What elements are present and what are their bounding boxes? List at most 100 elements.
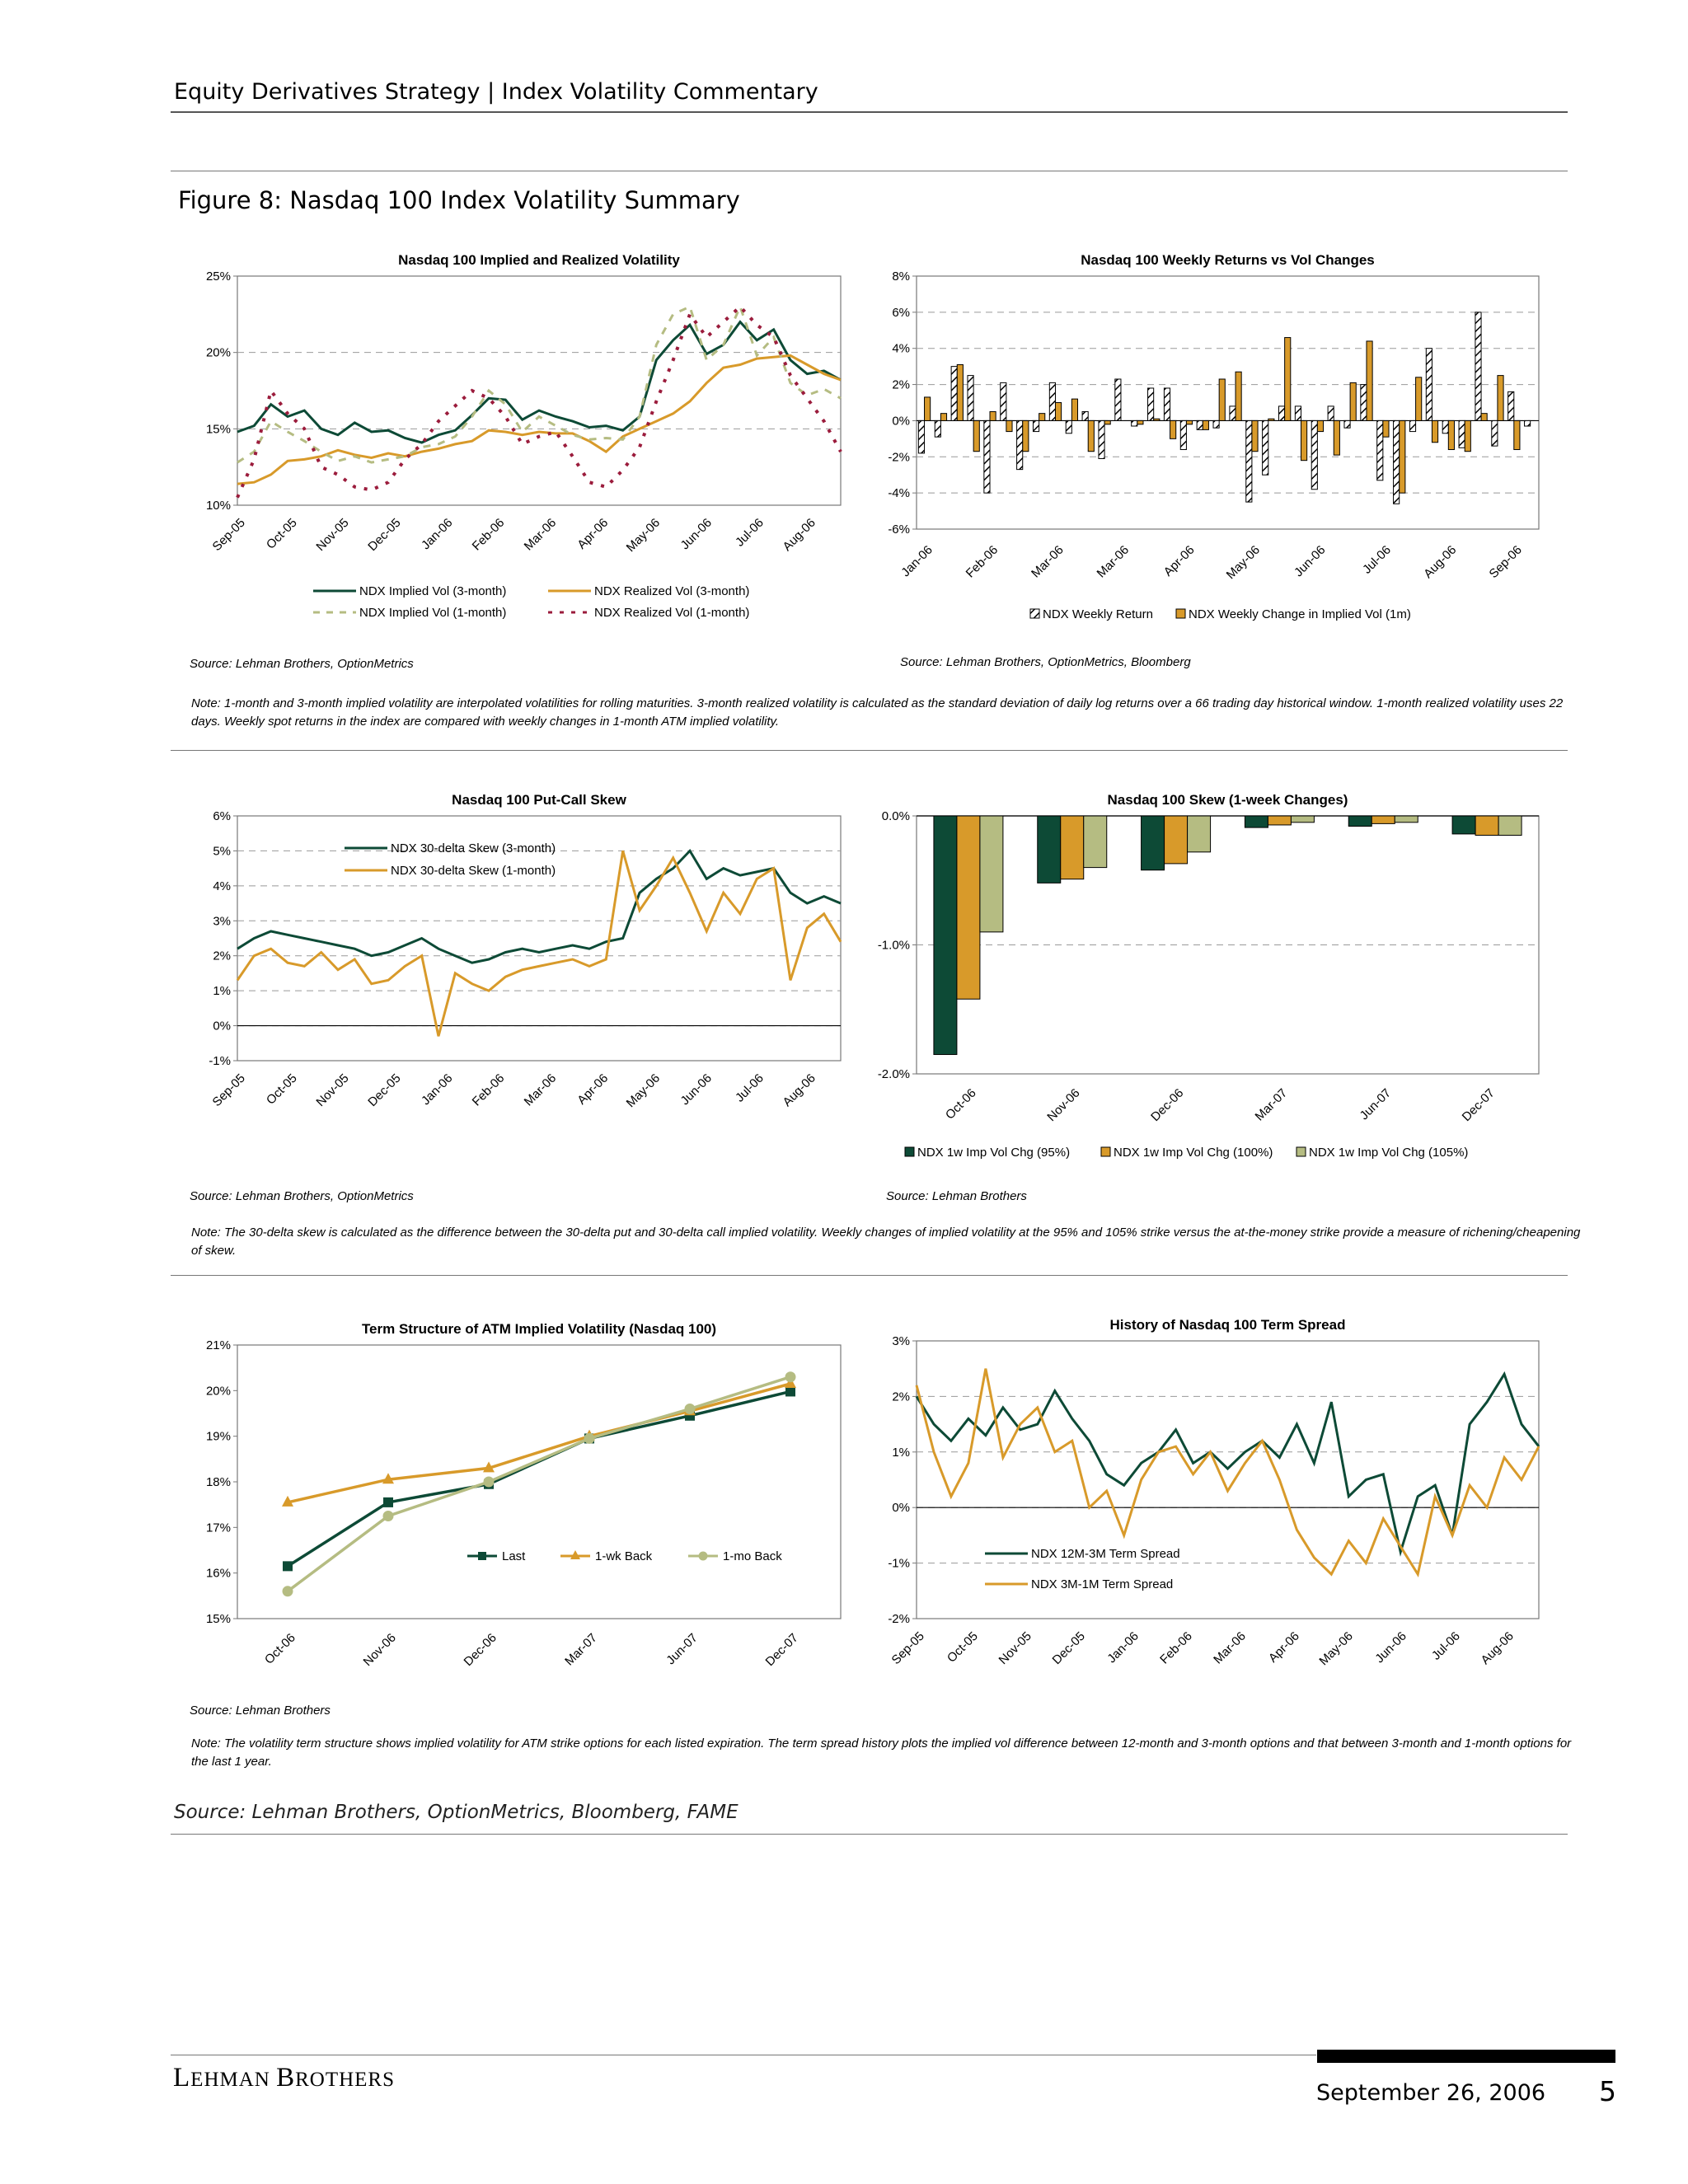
bar-weekly-return (1229, 405, 1236, 421)
series-line (286, 1376, 791, 1593)
x-tick-label: May-06 (624, 516, 663, 555)
bar-vol-change (1251, 419, 1259, 452)
chart-title: Term Structure of ATM Implied Volatility… (362, 1321, 716, 1337)
bar-vol-change (1480, 413, 1488, 421)
x-tick-label: Oct-05 (264, 516, 300, 552)
bar-weekly-return (1098, 419, 1105, 459)
bar-vol-change (1447, 419, 1455, 451)
x-tick-label: Aug-06 (1479, 1629, 1517, 1667)
x-tick-label: Jul-06 (733, 1071, 767, 1105)
series-line (236, 850, 842, 1037)
bar-weekly-return (1016, 419, 1024, 471)
bar-skew-change (1267, 815, 1292, 826)
figure-title: Figure 8: Nasdaq 100 Index Volatility Su… (178, 186, 740, 214)
bar-vol-change (1301, 419, 1308, 462)
figure-bottom-rule (171, 1834, 1568, 1835)
bar-weekly-return (967, 375, 974, 421)
legend-label: NDX Weekly Change in Implied Vol (1m) (1189, 607, 1411, 621)
x-tick-label: Dec-05 (365, 1071, 403, 1109)
y-tick-label: 0% (892, 414, 910, 428)
bar-skew-change (1498, 815, 1522, 836)
chart-term-spread-history: History of Nasdaq 100 Term Spread 3% 2% 1% 0… (888, 1317, 1540, 1668)
y-tick-label: 21% (206, 1338, 231, 1352)
y-tick-label: 4% (213, 879, 231, 893)
y-tick-label: 0.0% (882, 809, 910, 823)
series-line (237, 354, 842, 485)
bar-vol-change (1170, 419, 1177, 439)
bar-vol-change (1153, 418, 1160, 421)
marker-circle (382, 1511, 394, 1521)
note-3: Note: The volatility term structure show… (191, 1736, 1572, 1769)
x-tick-label: Dec-05 (365, 516, 403, 554)
legend-swatch (1029, 608, 1040, 619)
bar-vol-change (1039, 413, 1046, 421)
bar-skew-change (956, 815, 981, 1000)
source-chart-3: Source: Lehman Brothers, OptionMetrics (190, 1189, 414, 1203)
bar-weekly-return (917, 419, 926, 454)
legend-label: Last (502, 1549, 526, 1563)
legend-swatch (1296, 1146, 1306, 1157)
legend-marker (570, 1550, 580, 1559)
marker-circle (483, 1476, 495, 1488)
legend-swatch (904, 1146, 915, 1157)
plot-area (916, 1340, 1540, 1619)
y-tick-label: 15% (206, 422, 231, 436)
x-tick-label: Jan-06 (419, 1071, 455, 1108)
y-tick-label: 3% (892, 1334, 910, 1348)
bar-skew-change (1037, 815, 1062, 883)
bar-vol-change (989, 410, 996, 421)
x-tick-label: Oct-06 (262, 1631, 298, 1667)
bar-vol-change (1284, 337, 1292, 421)
bar-vol-change (1333, 419, 1340, 456)
legend-label: 1-wk Back (595, 1549, 653, 1563)
series-line (236, 304, 842, 499)
y-tick-label: 20% (206, 346, 231, 360)
legend-label: NDX Weekly Return (1043, 607, 1153, 621)
x-tick-label: Dec-07 (763, 1631, 801, 1669)
y-tick-label: 10% (206, 499, 231, 513)
x-tick-label: Feb-06 (470, 516, 508, 554)
legend-label: NDX 12M-3M Term Spread (1031, 1547, 1180, 1561)
x-tick-label: May-06 (1316, 1629, 1355, 1668)
bar-vol-change (1006, 419, 1013, 433)
legend-label: NDX 1w Imp Vol Chg (105%) (1309, 1146, 1468, 1160)
bar-vol-change (973, 419, 980, 452)
bar-weekly-return (1081, 410, 1089, 421)
x-tick-label: Apr-06 (1266, 1629, 1302, 1666)
x-tick-label: Mar-06 (1211, 1629, 1249, 1667)
bar-weekly-return (1048, 382, 1056, 421)
x-tick-label: Mar-06 (522, 1071, 560, 1109)
series-line (287, 1382, 791, 1504)
legend-label: NDX 1w Imp Vol Chg (95%) (917, 1146, 1070, 1160)
bar-weekly-return (1114, 378, 1122, 421)
bar-skew-change (1451, 815, 1476, 835)
bar-vol-change (1268, 418, 1275, 421)
x-tick-label: Nov-06 (1044, 1086, 1082, 1124)
x-tick-label: Feb-06 (964, 543, 1001, 581)
y-tick-label: 2% (892, 1390, 910, 1404)
bar-vol-change (1022, 419, 1029, 452)
bar-vol-change (1218, 378, 1226, 421)
x-tick-label: Nov-05 (996, 1629, 1034, 1667)
bar-vol-change (1399, 419, 1406, 494)
y-tick-label: -4% (888, 486, 910, 500)
bar-weekly-return (983, 419, 991, 494)
marker-circle (282, 1586, 293, 1597)
x-tick-label: Jun-06 (678, 1071, 715, 1108)
bar-weekly-return (1524, 419, 1531, 427)
bar-skew-change (1141, 815, 1165, 871)
x-tick-label: Aug-06 (781, 516, 818, 554)
x-tick-label: Aug-06 (781, 1071, 818, 1109)
x-tick-label: Jun-06 (1292, 543, 1328, 579)
chart-skew-weekly-changes: Nasdaq 100 Skew (1-week Changes) 0.0% -1.0… (878, 792, 1540, 1160)
y-tick-label: 18% (206, 1475, 231, 1489)
x-tick-label: Jun-06 (1372, 1629, 1409, 1666)
x-tick-label: Sep-06 (1487, 543, 1525, 581)
x-tick-label: Jun-07 (1357, 1086, 1394, 1122)
publication-date: September 26, 2006 (1316, 2080, 1546, 2106)
bar-weekly-return (1131, 419, 1138, 427)
bar-vol-change (1071, 398, 1079, 421)
marker-triangle (483, 1461, 495, 1473)
bar-weekly-return (1000, 382, 1007, 421)
y-tick-label: -2% (888, 450, 910, 464)
